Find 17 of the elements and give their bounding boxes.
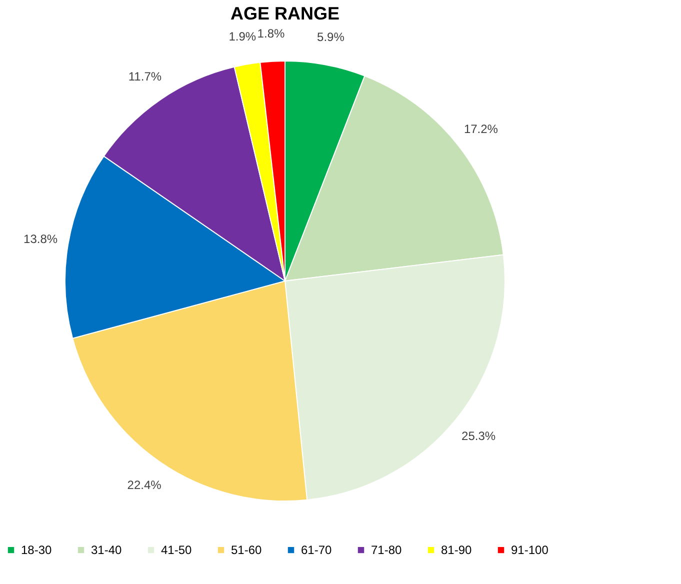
data-label: 5.9% xyxy=(317,30,345,44)
legend-label: 41-50 xyxy=(161,543,192,558)
legend-label: 31-40 xyxy=(91,543,122,558)
data-label: 11.7% xyxy=(128,69,162,84)
chart-title: AGE RANGE xyxy=(230,3,340,24)
legend-label: 91-100 xyxy=(511,543,549,558)
legend-label: 18-30 xyxy=(21,543,52,558)
data-label: 25.3% xyxy=(462,429,496,444)
legend-label: 71-80 xyxy=(371,543,402,558)
legend-label: 81-90 xyxy=(441,543,472,558)
legend-label: 61-70 xyxy=(301,543,332,558)
data-label: 13.8% xyxy=(24,232,58,246)
data-label: 1.8% xyxy=(257,26,285,40)
data-label: 22.4% xyxy=(127,478,162,492)
legend-label: 51-60 xyxy=(231,543,262,558)
data-label: 17.2% xyxy=(464,122,498,136)
data-label: 1.9% xyxy=(228,30,256,44)
